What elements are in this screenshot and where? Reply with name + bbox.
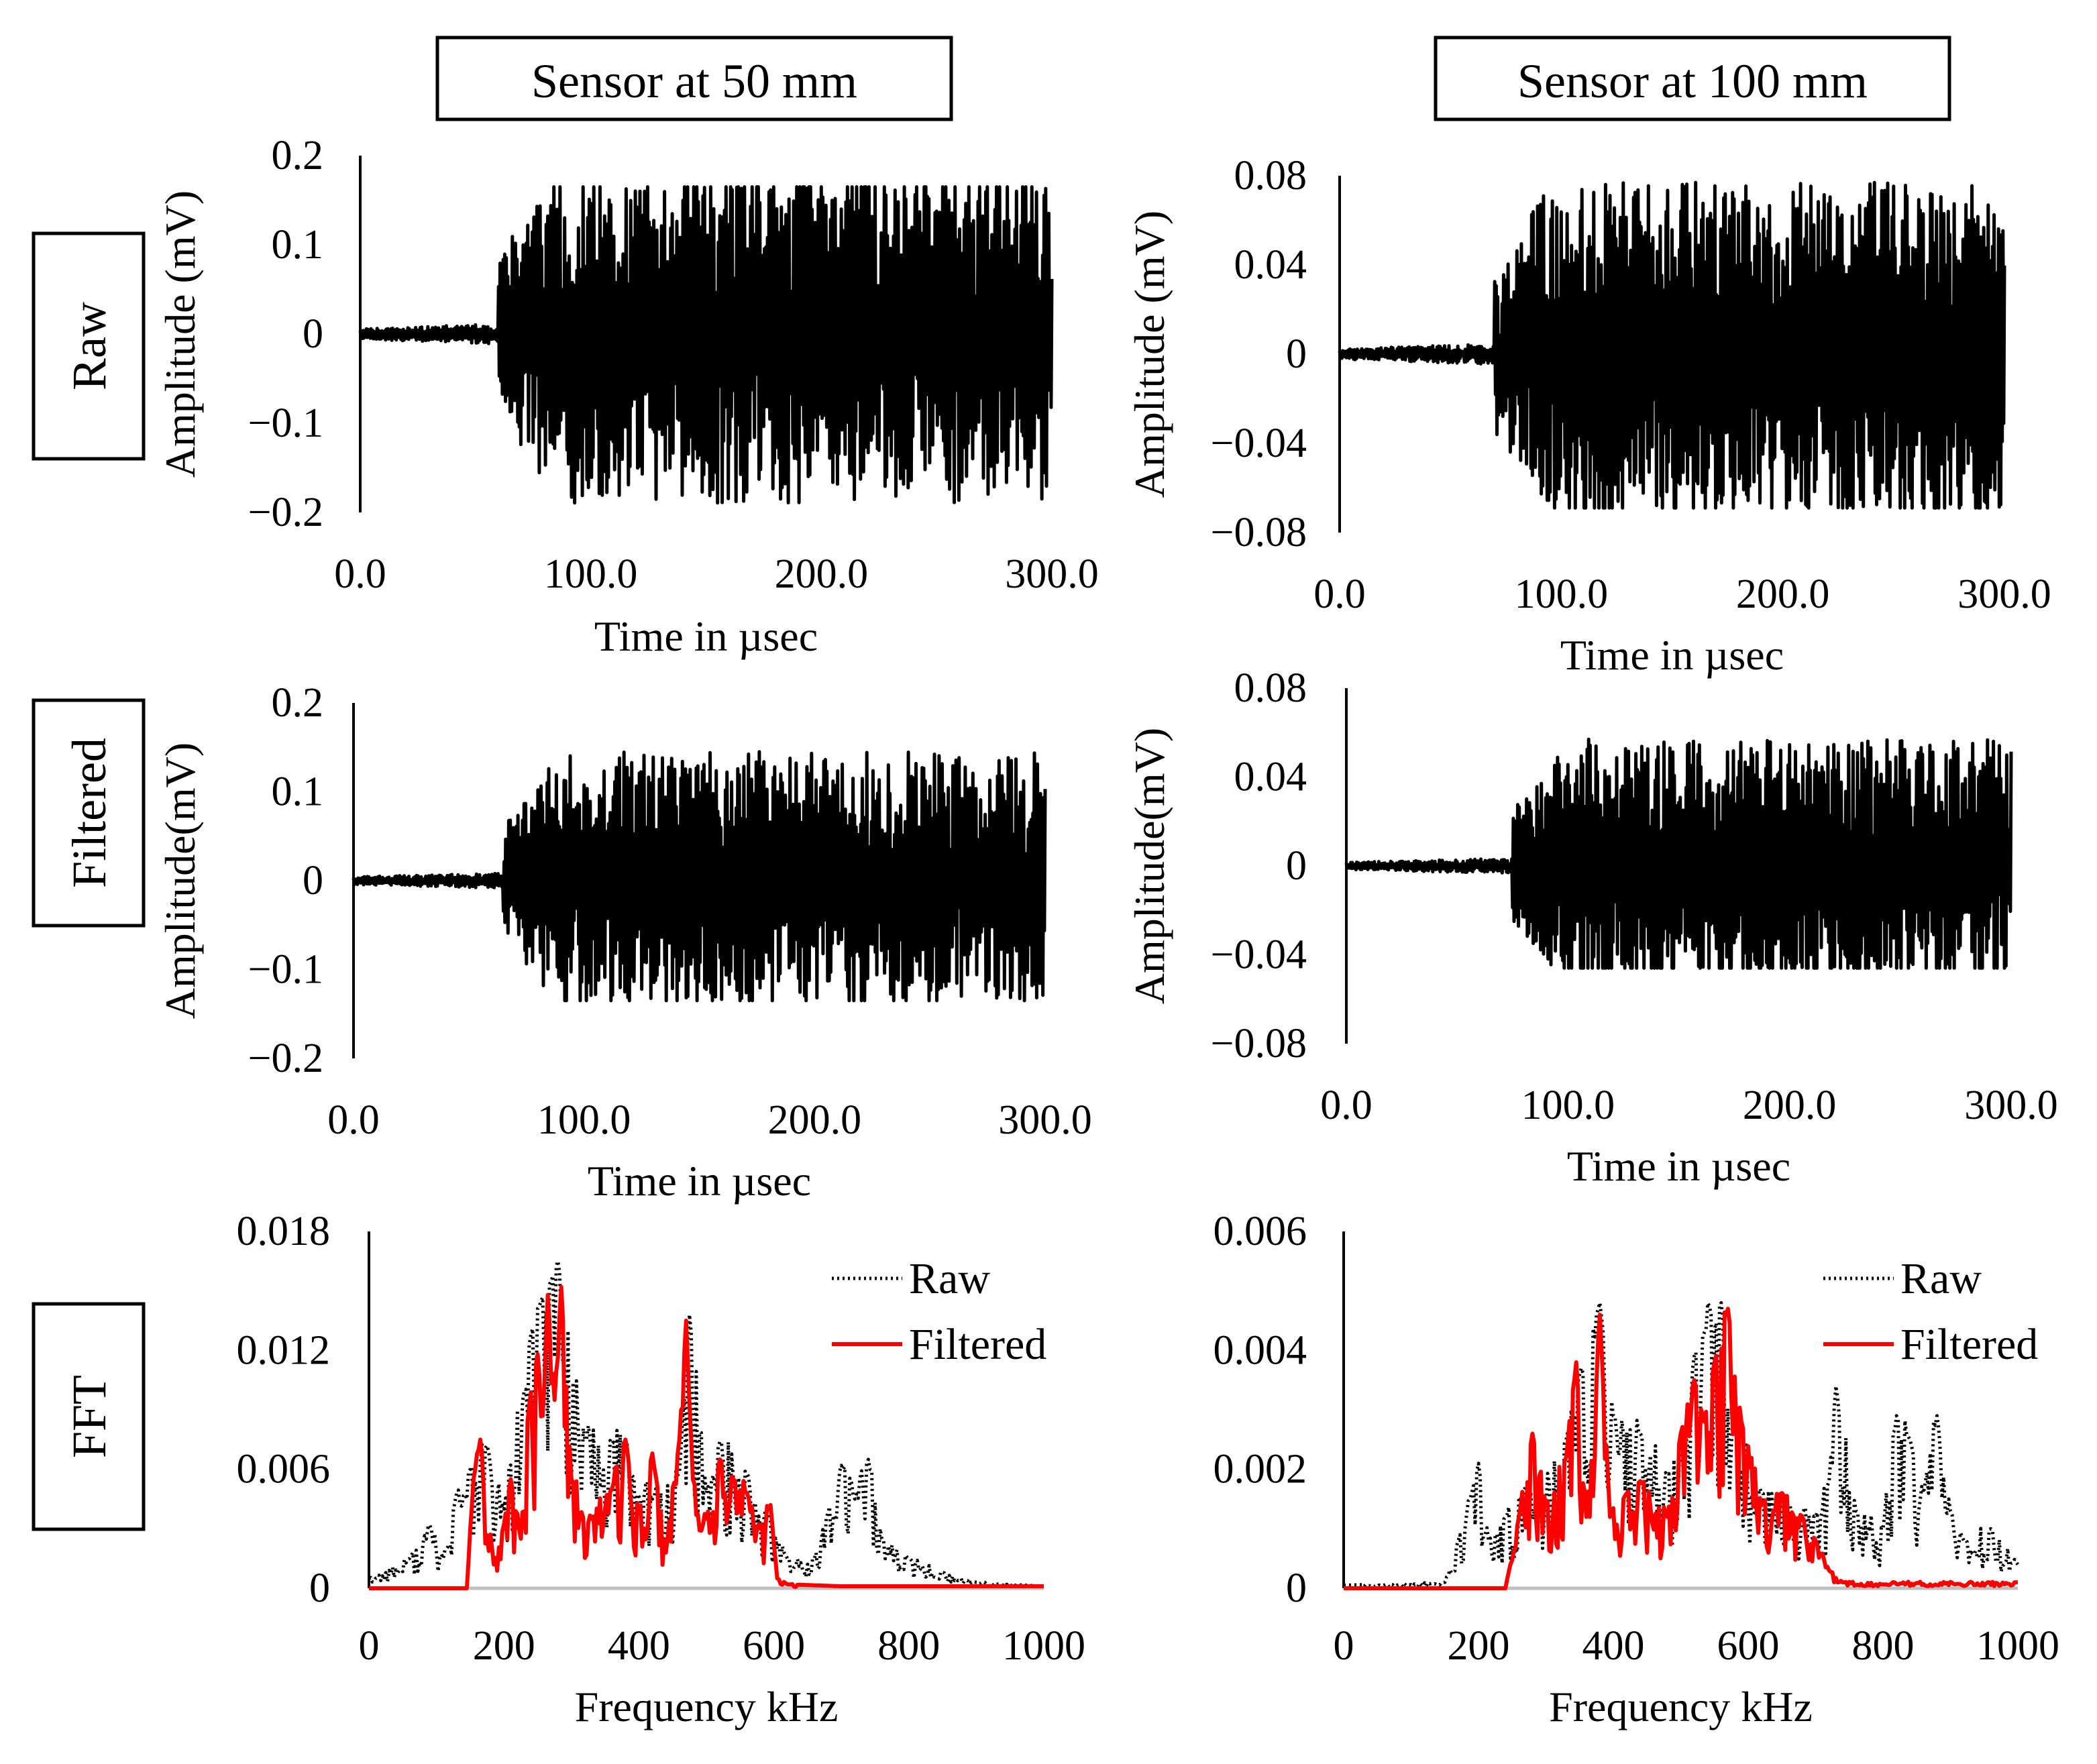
legend-label: Raw <box>909 1254 990 1303</box>
series-raw-line <box>1343 1301 2019 1589</box>
waveform-line <box>1344 737 2013 970</box>
x-tick-label: 100.0 <box>1515 571 1609 617</box>
chart-fft-100mm: 0.006 0.004 0.002 00 200 400 600 800 1000 Frequen… <box>1214 1209 2060 1730</box>
x-tick-label: 0.0 <box>327 1097 380 1143</box>
y-tick-label: 0.004 <box>1214 1327 1307 1373</box>
row-header-raw: Raw <box>32 231 146 461</box>
y-axis-label: Amplitude (mV) <box>1126 211 1173 498</box>
x-tick-label: 200.0 <box>1736 571 1830 617</box>
y-tick-label: 0.08 <box>1234 153 1307 199</box>
row-header-filtered: Filtered <box>32 698 146 928</box>
x-tick-label: 0 <box>359 1623 380 1669</box>
y-tick-label: 0.2 <box>272 680 324 726</box>
x-axis-label: Time in µsec <box>1560 631 1784 679</box>
y-tick-label: 0.04 <box>1234 755 1307 800</box>
legend-label: Filtered <box>909 1320 1046 1369</box>
chart-fft-50mm: 0.018 0.012 0.006 00 200 400 600 800 1000 Frequen… <box>237 1209 1086 1730</box>
y-tick-label: −0.2 <box>248 1036 323 1081</box>
y-tick-label: 0 <box>309 1565 330 1611</box>
x-tick-label: 200.0 <box>768 1097 862 1143</box>
y-tick-label: −0.04 <box>1211 421 1307 466</box>
column-header-100mm-text: Sensor at 100 mm <box>1517 54 1868 108</box>
x-tick-label: 100.0 <box>537 1097 631 1143</box>
y-tick-label: −0.1 <box>248 400 323 446</box>
x-axis-label: Time in µsec <box>1567 1142 1790 1190</box>
legend-label: Raw <box>1900 1254 1982 1303</box>
y-tick-label: 0 <box>303 311 323 357</box>
chart-raw-100mm: 0.08 0.04 0 −0.04 −0.080.0 100.0 200.0 300.0 Tim… <box>1126 153 2051 679</box>
x-tick-label: 200.0 <box>775 551 869 597</box>
y-tick-label: 0.04 <box>1234 242 1307 288</box>
x-tick-label: 1000 <box>1002 1623 1085 1669</box>
column-header-50mm-text: Sensor at 50 mm <box>531 54 857 108</box>
y-axis-label: Amplitude (mV) <box>156 190 204 478</box>
x-tick-label: 300.0 <box>1964 1083 2058 1128</box>
x-tick-label: 300.0 <box>1005 551 1099 597</box>
column-header-50mm: Sensor at 50 mm <box>435 36 953 121</box>
y-tick-label: 0.2 <box>272 133 324 178</box>
x-tick-label: 800 <box>1852 1623 1915 1669</box>
x-tick-label: 200 <box>473 1623 535 1669</box>
legend-label: Filtered <box>1900 1320 2038 1369</box>
x-tick-label: 0.0 <box>334 551 386 597</box>
y-axis-label: Amplitude(mV) <box>1126 728 1173 1004</box>
x-tick-label: 300.0 <box>1957 571 2051 617</box>
x-tick-label: 0.0 <box>1313 571 1366 617</box>
x-tick-label: 300.0 <box>998 1097 1092 1143</box>
x-tick-label: 200 <box>1448 1623 1510 1669</box>
x-tick-label: 600 <box>1717 1623 1780 1669</box>
chart-raw-50mm: 0.2 0.1 0 −0.1 −0.20.0 100.0 200.0 300.0 Time in… <box>156 133 1099 660</box>
y-tick-label: −0.08 <box>1211 1021 1307 1066</box>
y-tick-label: 0.002 <box>1214 1447 1307 1492</box>
y-tick-label: −0.04 <box>1211 932 1307 978</box>
y-tick-label: 0.006 <box>1214 1209 1307 1254</box>
x-tick-label: 100.0 <box>544 551 638 597</box>
y-tick-label: 0.1 <box>272 222 324 268</box>
y-tick-label: 0.012 <box>237 1327 331 1373</box>
x-tick-label: 0 <box>1334 1623 1354 1669</box>
x-tick-label: 600 <box>743 1623 805 1669</box>
x-axis-label: Time in µsec <box>588 1157 811 1205</box>
y-axis-label: Amplitude(mV) <box>156 742 204 1019</box>
x-tick-label: 400 <box>1582 1623 1645 1669</box>
series-filtered-line <box>368 1284 1044 1590</box>
y-tick-label: 0.1 <box>272 769 324 815</box>
x-tick-label: 400 <box>608 1623 670 1669</box>
x-tick-label: 200.0 <box>1743 1083 1837 1128</box>
y-tick-label: 0 <box>1286 843 1307 889</box>
row-header-raw-text: Raw <box>62 302 116 390</box>
waveform-line <box>1338 180 2006 510</box>
x-tick-label: 100.0 <box>1521 1083 1615 1128</box>
x-axis-label: Time in µsec <box>594 612 818 660</box>
series-filtered-line <box>1343 1307 2019 1590</box>
y-tick-label: 0 <box>1286 1565 1307 1611</box>
y-tick-label: 0.006 <box>237 1447 331 1492</box>
y-tick-label: 0.08 <box>1234 665 1307 711</box>
row-header-filtered-text: Filtered <box>62 738 116 888</box>
row-header-fft: FFT <box>32 1302 146 1531</box>
chart-filtered-100mm: 0.08 0.04 0 −0.04 −0.08 0.0 100.0 200.0 300.0 Tim… <box>1126 665 2058 1190</box>
y-tick-label: −0.2 <box>248 490 323 535</box>
y-tick-label: −0.08 <box>1211 510 1307 555</box>
column-header-100mm: Sensor at 100 mm <box>1434 36 1951 121</box>
y-tick-label: 0 <box>303 858 323 903</box>
chart-filtered-50mm: 0.2 0.1 0 −0.1 −0.20.0 100.0 200.0 300.0 Time in… <box>156 680 1092 1205</box>
row-header-fft-text: FFT <box>62 1375 116 1458</box>
y-tick-label: −0.1 <box>248 947 323 993</box>
y-tick-label: 0 <box>1286 331 1307 377</box>
x-axis-label: Frequency kHz <box>1549 1683 1813 1730</box>
x-tick-label: 0.0 <box>1320 1083 1373 1128</box>
waveform-line <box>358 185 1054 505</box>
x-tick-label: 1000 <box>1976 1623 2059 1669</box>
y-tick-label: 0.018 <box>237 1209 331 1254</box>
x-tick-label: 800 <box>877 1623 940 1669</box>
waveform-line <box>352 750 1047 1003</box>
x-axis-label: Frequency kHz <box>575 1683 839 1730</box>
